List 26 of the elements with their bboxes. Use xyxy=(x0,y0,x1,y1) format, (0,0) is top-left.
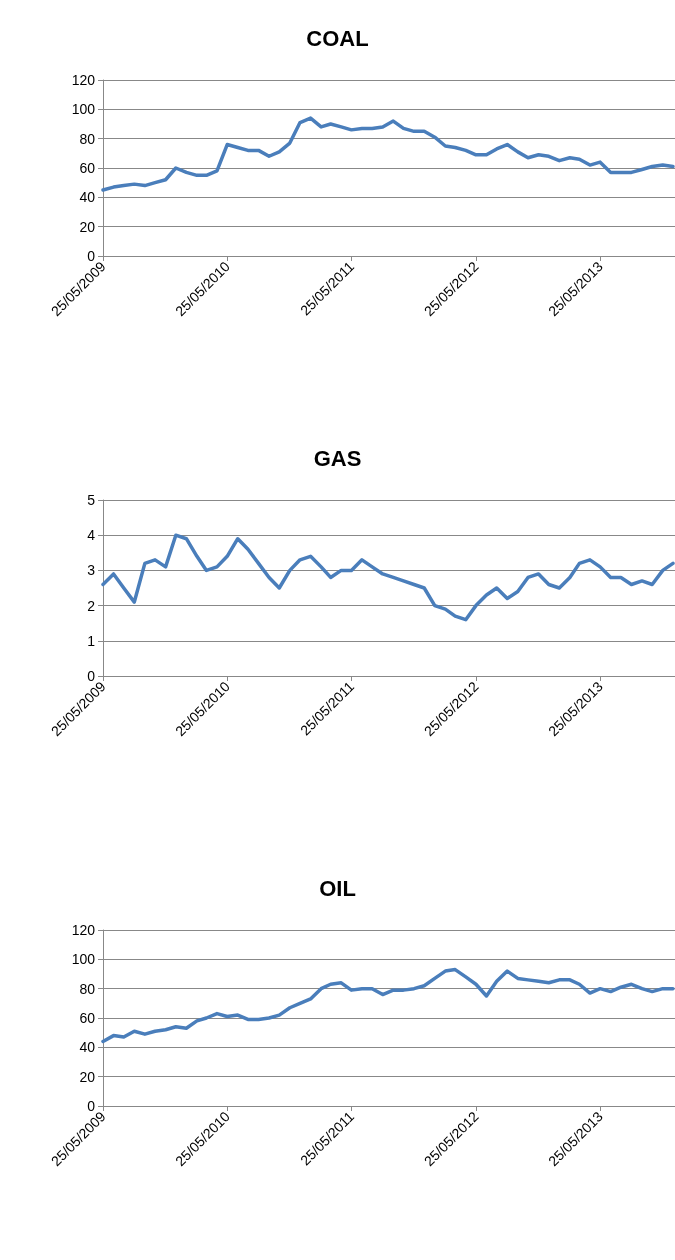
y-tick-label: 20 xyxy=(79,218,96,235)
y-tick-label: 0 xyxy=(87,1098,96,1114)
chart-title: GAS xyxy=(313,445,362,471)
y-tick-label: 80 xyxy=(79,980,96,997)
y-tick-label: 120 xyxy=(71,72,96,88)
y-tick-label: 3 xyxy=(87,562,96,579)
line-series xyxy=(101,967,675,1044)
line-series xyxy=(101,116,675,192)
y-tick-label: 40 xyxy=(79,1039,96,1056)
y-tick-label: 0 xyxy=(87,668,96,684)
y-tick-label: 60 xyxy=(79,1010,96,1026)
y-tick-label: 1 xyxy=(87,632,96,649)
line-series xyxy=(101,533,675,622)
chart-title: COAL xyxy=(306,25,369,51)
y-tick-label: 80 xyxy=(79,130,96,147)
y-tick-label: 0 xyxy=(87,248,96,264)
y-tick-label: 40 xyxy=(79,189,96,206)
y-tick-label: 60 xyxy=(79,160,96,176)
y-tick-label: 120 xyxy=(71,922,96,938)
chart-title: OIL xyxy=(319,875,356,901)
y-tick-label: 2 xyxy=(87,597,96,614)
y-tick-label: 100 xyxy=(71,101,96,118)
y-tick-label: 5 xyxy=(87,492,96,508)
y-tick-label: 4 xyxy=(87,527,96,544)
y-tick-label: 20 xyxy=(79,1068,96,1085)
y-tick-label: 100 xyxy=(71,951,96,968)
